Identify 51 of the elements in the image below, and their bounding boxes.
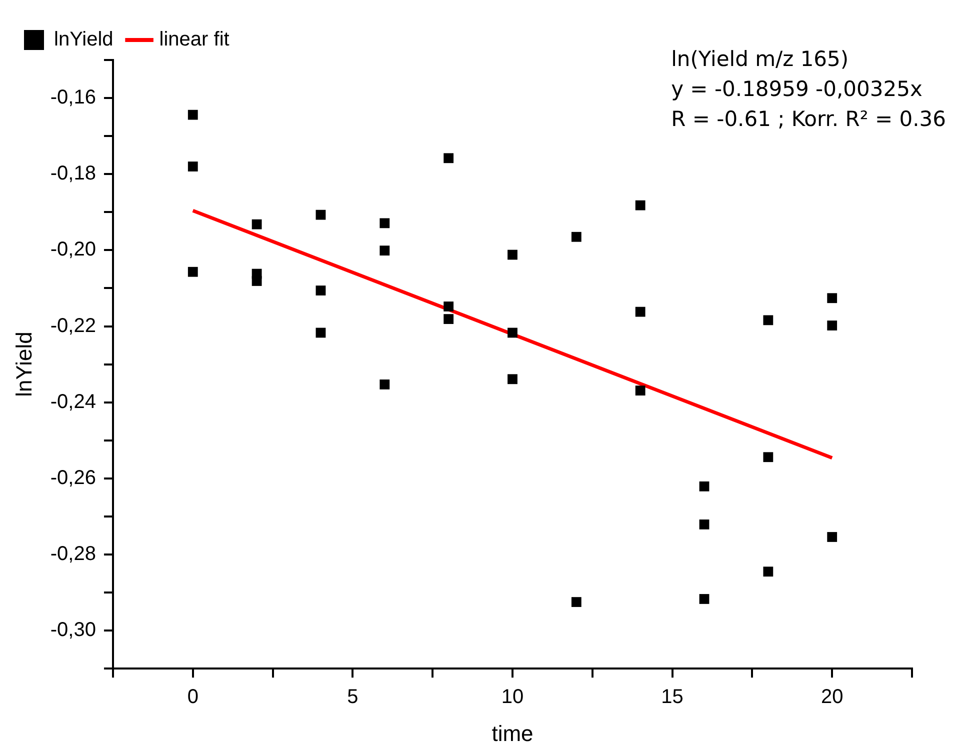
point: [508, 374, 518, 384]
x-tick-label: 10: [501, 686, 524, 708]
point: [571, 232, 582, 242]
point: [252, 219, 262, 230]
point: [508, 250, 518, 260]
point: [763, 566, 774, 577]
y-tick-label: -0,22: [50, 314, 96, 337]
point: [827, 532, 838, 542]
x-tick-label: 0: [187, 686, 198, 708]
point: [188, 110, 198, 120]
point: [763, 315, 774, 326]
annotation: R = -0.61 ; Korr. R² = 0.36: [671, 106, 946, 133]
x-tick-label: 5: [347, 686, 358, 708]
y-axis-title: lnYield: [11, 332, 36, 397]
point: [571, 597, 582, 607]
annotation: y = -0.18959 -0,00325x: [671, 76, 924, 103]
point: [316, 286, 326, 296]
point: [444, 302, 454, 312]
y-tick-label: -0,28: [50, 543, 96, 566]
point: [827, 293, 838, 304]
point: [635, 306, 646, 317]
point: [763, 452, 774, 462]
y-tick-label: -0,18: [50, 162, 96, 185]
x-axis-title: time: [492, 720, 534, 746]
point: [444, 314, 454, 324]
x-tick-label: 20: [820, 686, 844, 708]
y-tick-label: -0,26: [50, 466, 96, 489]
point: [252, 276, 262, 286]
point: [444, 153, 454, 164]
y-tick-label: -0,20: [50, 238, 96, 261]
point: [380, 218, 390, 228]
point: [188, 266, 198, 277]
point: [699, 519, 710, 530]
point: [316, 210, 326, 220]
legend-label: linear fit: [159, 28, 230, 51]
x-tick-label: 15: [661, 686, 684, 708]
legend-label: lnYield: [54, 28, 114, 51]
point: [699, 481, 710, 492]
y-tick-label: -0,24: [50, 390, 96, 413]
point: [635, 386, 646, 396]
point: [380, 380, 390, 390]
point: [316, 328, 326, 338]
point: [188, 162, 198, 172]
point: [380, 246, 390, 256]
point: [635, 200, 646, 210]
y-tick-label: -0,30: [50, 619, 96, 642]
point: [827, 320, 838, 330]
y-tick-label: -0,16: [50, 86, 96, 109]
annotation: ln(Yield m/z 165): [671, 46, 850, 73]
point: [508, 328, 518, 338]
point: [699, 594, 710, 604]
